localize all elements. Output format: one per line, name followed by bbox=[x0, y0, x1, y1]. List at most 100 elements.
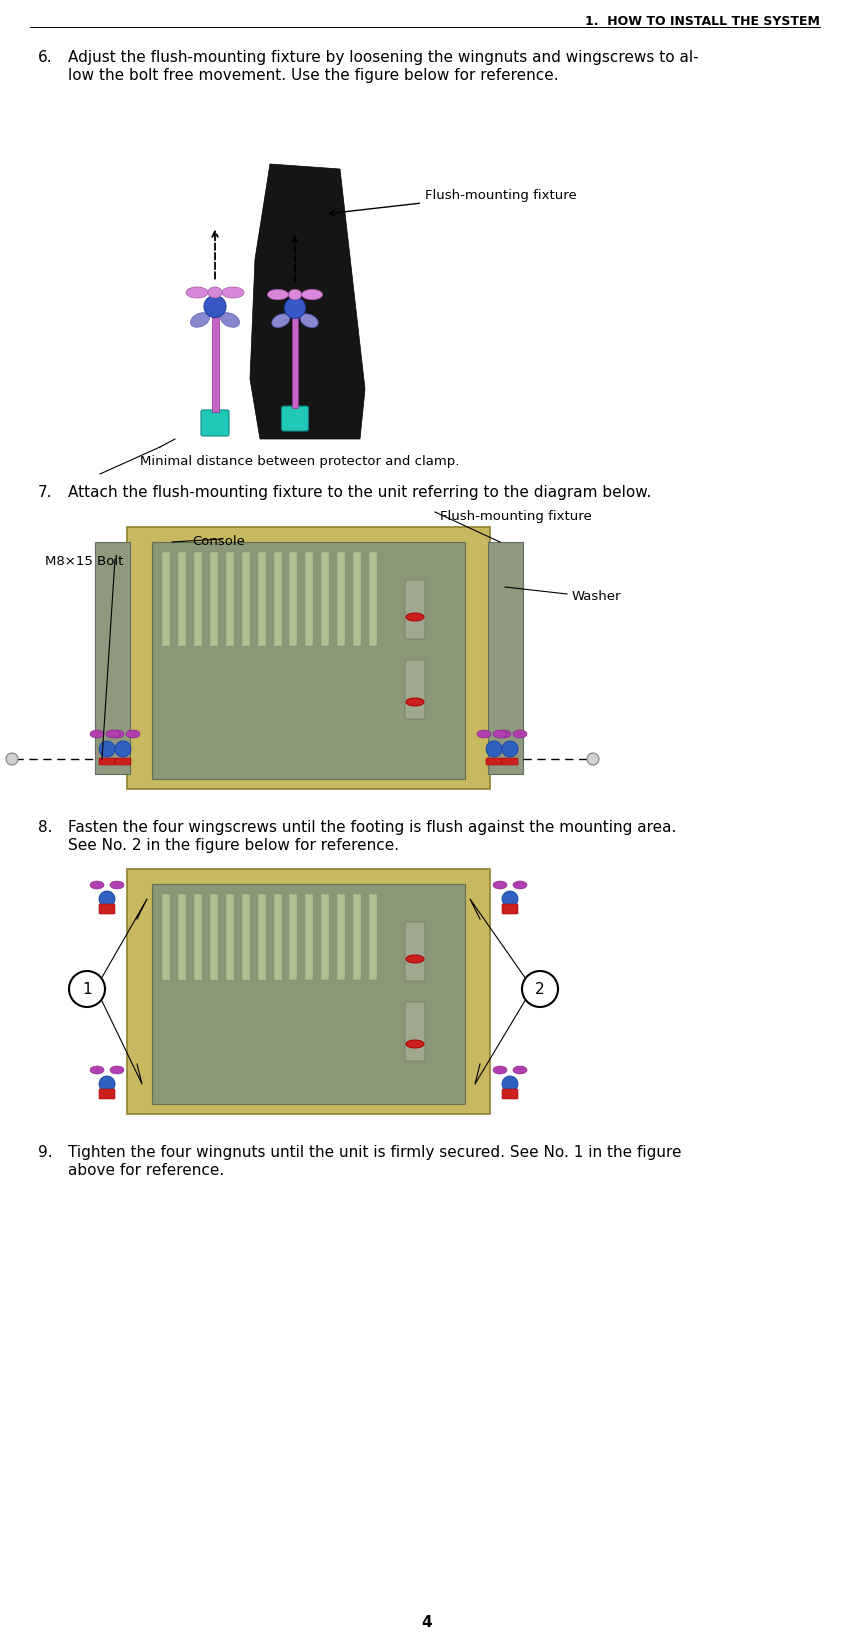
Ellipse shape bbox=[126, 731, 140, 739]
Polygon shape bbox=[250, 166, 365, 439]
Text: 4: 4 bbox=[422, 1614, 433, 1629]
Circle shape bbox=[6, 754, 18, 765]
FancyBboxPatch shape bbox=[305, 895, 313, 980]
FancyBboxPatch shape bbox=[178, 895, 186, 980]
FancyBboxPatch shape bbox=[305, 552, 313, 646]
FancyBboxPatch shape bbox=[369, 552, 377, 646]
Text: Flush-mounting fixture: Flush-mounting fixture bbox=[440, 510, 592, 523]
FancyBboxPatch shape bbox=[502, 1090, 518, 1100]
FancyBboxPatch shape bbox=[290, 895, 298, 980]
FancyBboxPatch shape bbox=[152, 885, 465, 1105]
Text: Attach the flush-mounting fixture to the unit referring to the diagram below.: Attach the flush-mounting fixture to the… bbox=[68, 485, 652, 500]
Ellipse shape bbox=[302, 290, 322, 300]
Text: Console: Console bbox=[192, 534, 245, 547]
Circle shape bbox=[69, 972, 105, 1008]
FancyBboxPatch shape bbox=[178, 552, 186, 646]
Text: Minimal distance between protector and clamp.: Minimal distance between protector and c… bbox=[140, 454, 459, 467]
Text: Flush-mounting fixture: Flush-mounting fixture bbox=[329, 188, 577, 216]
Ellipse shape bbox=[477, 731, 491, 739]
FancyBboxPatch shape bbox=[337, 895, 345, 980]
Ellipse shape bbox=[493, 1067, 507, 1074]
FancyBboxPatch shape bbox=[257, 552, 266, 646]
Text: Fasten the four wingscrews until the footing is flush against the mounting area.: Fasten the four wingscrews until the foo… bbox=[68, 820, 676, 834]
FancyBboxPatch shape bbox=[321, 552, 329, 646]
Circle shape bbox=[486, 741, 502, 757]
Circle shape bbox=[99, 1077, 115, 1092]
Circle shape bbox=[502, 1077, 518, 1092]
Ellipse shape bbox=[222, 288, 244, 298]
FancyBboxPatch shape bbox=[127, 869, 490, 1115]
FancyBboxPatch shape bbox=[488, 543, 523, 775]
FancyBboxPatch shape bbox=[127, 528, 490, 790]
Circle shape bbox=[502, 892, 518, 908]
Text: low the bolt free movement. Use the figure below for reference.: low the bolt free movement. Use the figu… bbox=[68, 67, 558, 84]
Text: 7.: 7. bbox=[38, 485, 52, 500]
Ellipse shape bbox=[90, 882, 104, 890]
FancyBboxPatch shape bbox=[257, 895, 266, 980]
FancyBboxPatch shape bbox=[209, 895, 218, 980]
Ellipse shape bbox=[272, 315, 290, 328]
Ellipse shape bbox=[106, 731, 120, 739]
Text: M8×15 Bolt: M8×15 Bolt bbox=[45, 554, 123, 567]
Ellipse shape bbox=[186, 288, 208, 298]
Ellipse shape bbox=[191, 313, 209, 328]
Ellipse shape bbox=[513, 882, 527, 890]
Text: Adjust the flush-mounting fixture by loosening the wingnuts and wingscrews to al: Adjust the flush-mounting fixture by loo… bbox=[68, 49, 699, 66]
FancyBboxPatch shape bbox=[152, 543, 465, 780]
Ellipse shape bbox=[406, 1041, 424, 1049]
Circle shape bbox=[204, 297, 226, 318]
FancyBboxPatch shape bbox=[281, 406, 309, 431]
FancyBboxPatch shape bbox=[353, 552, 361, 646]
Text: 8.: 8. bbox=[38, 820, 52, 834]
FancyBboxPatch shape bbox=[405, 580, 425, 639]
FancyBboxPatch shape bbox=[115, 759, 131, 765]
FancyBboxPatch shape bbox=[502, 905, 518, 915]
FancyBboxPatch shape bbox=[337, 552, 345, 646]
Text: 1: 1 bbox=[82, 982, 91, 997]
Text: 6.: 6. bbox=[38, 49, 53, 66]
FancyBboxPatch shape bbox=[99, 1090, 115, 1100]
Ellipse shape bbox=[288, 290, 302, 300]
FancyBboxPatch shape bbox=[353, 895, 361, 980]
FancyBboxPatch shape bbox=[405, 661, 425, 720]
Ellipse shape bbox=[208, 288, 222, 298]
Text: above for reference.: above for reference. bbox=[68, 1162, 224, 1177]
FancyBboxPatch shape bbox=[194, 895, 202, 980]
FancyBboxPatch shape bbox=[405, 1003, 425, 1062]
Circle shape bbox=[502, 741, 518, 757]
Text: 9.: 9. bbox=[38, 1144, 53, 1159]
Ellipse shape bbox=[406, 613, 424, 621]
Text: See No. 2 in the figure below for reference.: See No. 2 in the figure below for refere… bbox=[68, 838, 399, 852]
Circle shape bbox=[115, 741, 131, 757]
Text: Washer: Washer bbox=[572, 590, 622, 603]
FancyBboxPatch shape bbox=[502, 759, 518, 765]
Ellipse shape bbox=[513, 1067, 527, 1074]
FancyBboxPatch shape bbox=[274, 552, 281, 646]
FancyBboxPatch shape bbox=[292, 315, 298, 408]
Ellipse shape bbox=[406, 956, 424, 964]
FancyBboxPatch shape bbox=[226, 895, 233, 980]
Ellipse shape bbox=[90, 731, 104, 739]
Ellipse shape bbox=[221, 313, 239, 328]
FancyBboxPatch shape bbox=[226, 552, 233, 646]
FancyBboxPatch shape bbox=[321, 895, 329, 980]
Ellipse shape bbox=[493, 882, 507, 890]
Ellipse shape bbox=[513, 731, 527, 739]
FancyBboxPatch shape bbox=[209, 552, 218, 646]
FancyBboxPatch shape bbox=[211, 313, 219, 413]
FancyBboxPatch shape bbox=[486, 759, 502, 765]
FancyBboxPatch shape bbox=[405, 923, 425, 982]
Circle shape bbox=[522, 972, 558, 1008]
FancyBboxPatch shape bbox=[242, 895, 250, 980]
Text: Tighten the four wingnuts until the unit is firmly secured. See No. 1 in the fig: Tighten the four wingnuts until the unit… bbox=[68, 1144, 681, 1159]
Ellipse shape bbox=[110, 882, 124, 890]
Circle shape bbox=[99, 741, 115, 757]
FancyBboxPatch shape bbox=[290, 552, 298, 646]
FancyBboxPatch shape bbox=[162, 895, 170, 980]
FancyBboxPatch shape bbox=[99, 759, 115, 765]
Circle shape bbox=[587, 754, 599, 765]
Ellipse shape bbox=[406, 698, 424, 706]
Text: 2: 2 bbox=[535, 982, 545, 997]
FancyBboxPatch shape bbox=[162, 552, 170, 646]
FancyBboxPatch shape bbox=[201, 411, 229, 436]
